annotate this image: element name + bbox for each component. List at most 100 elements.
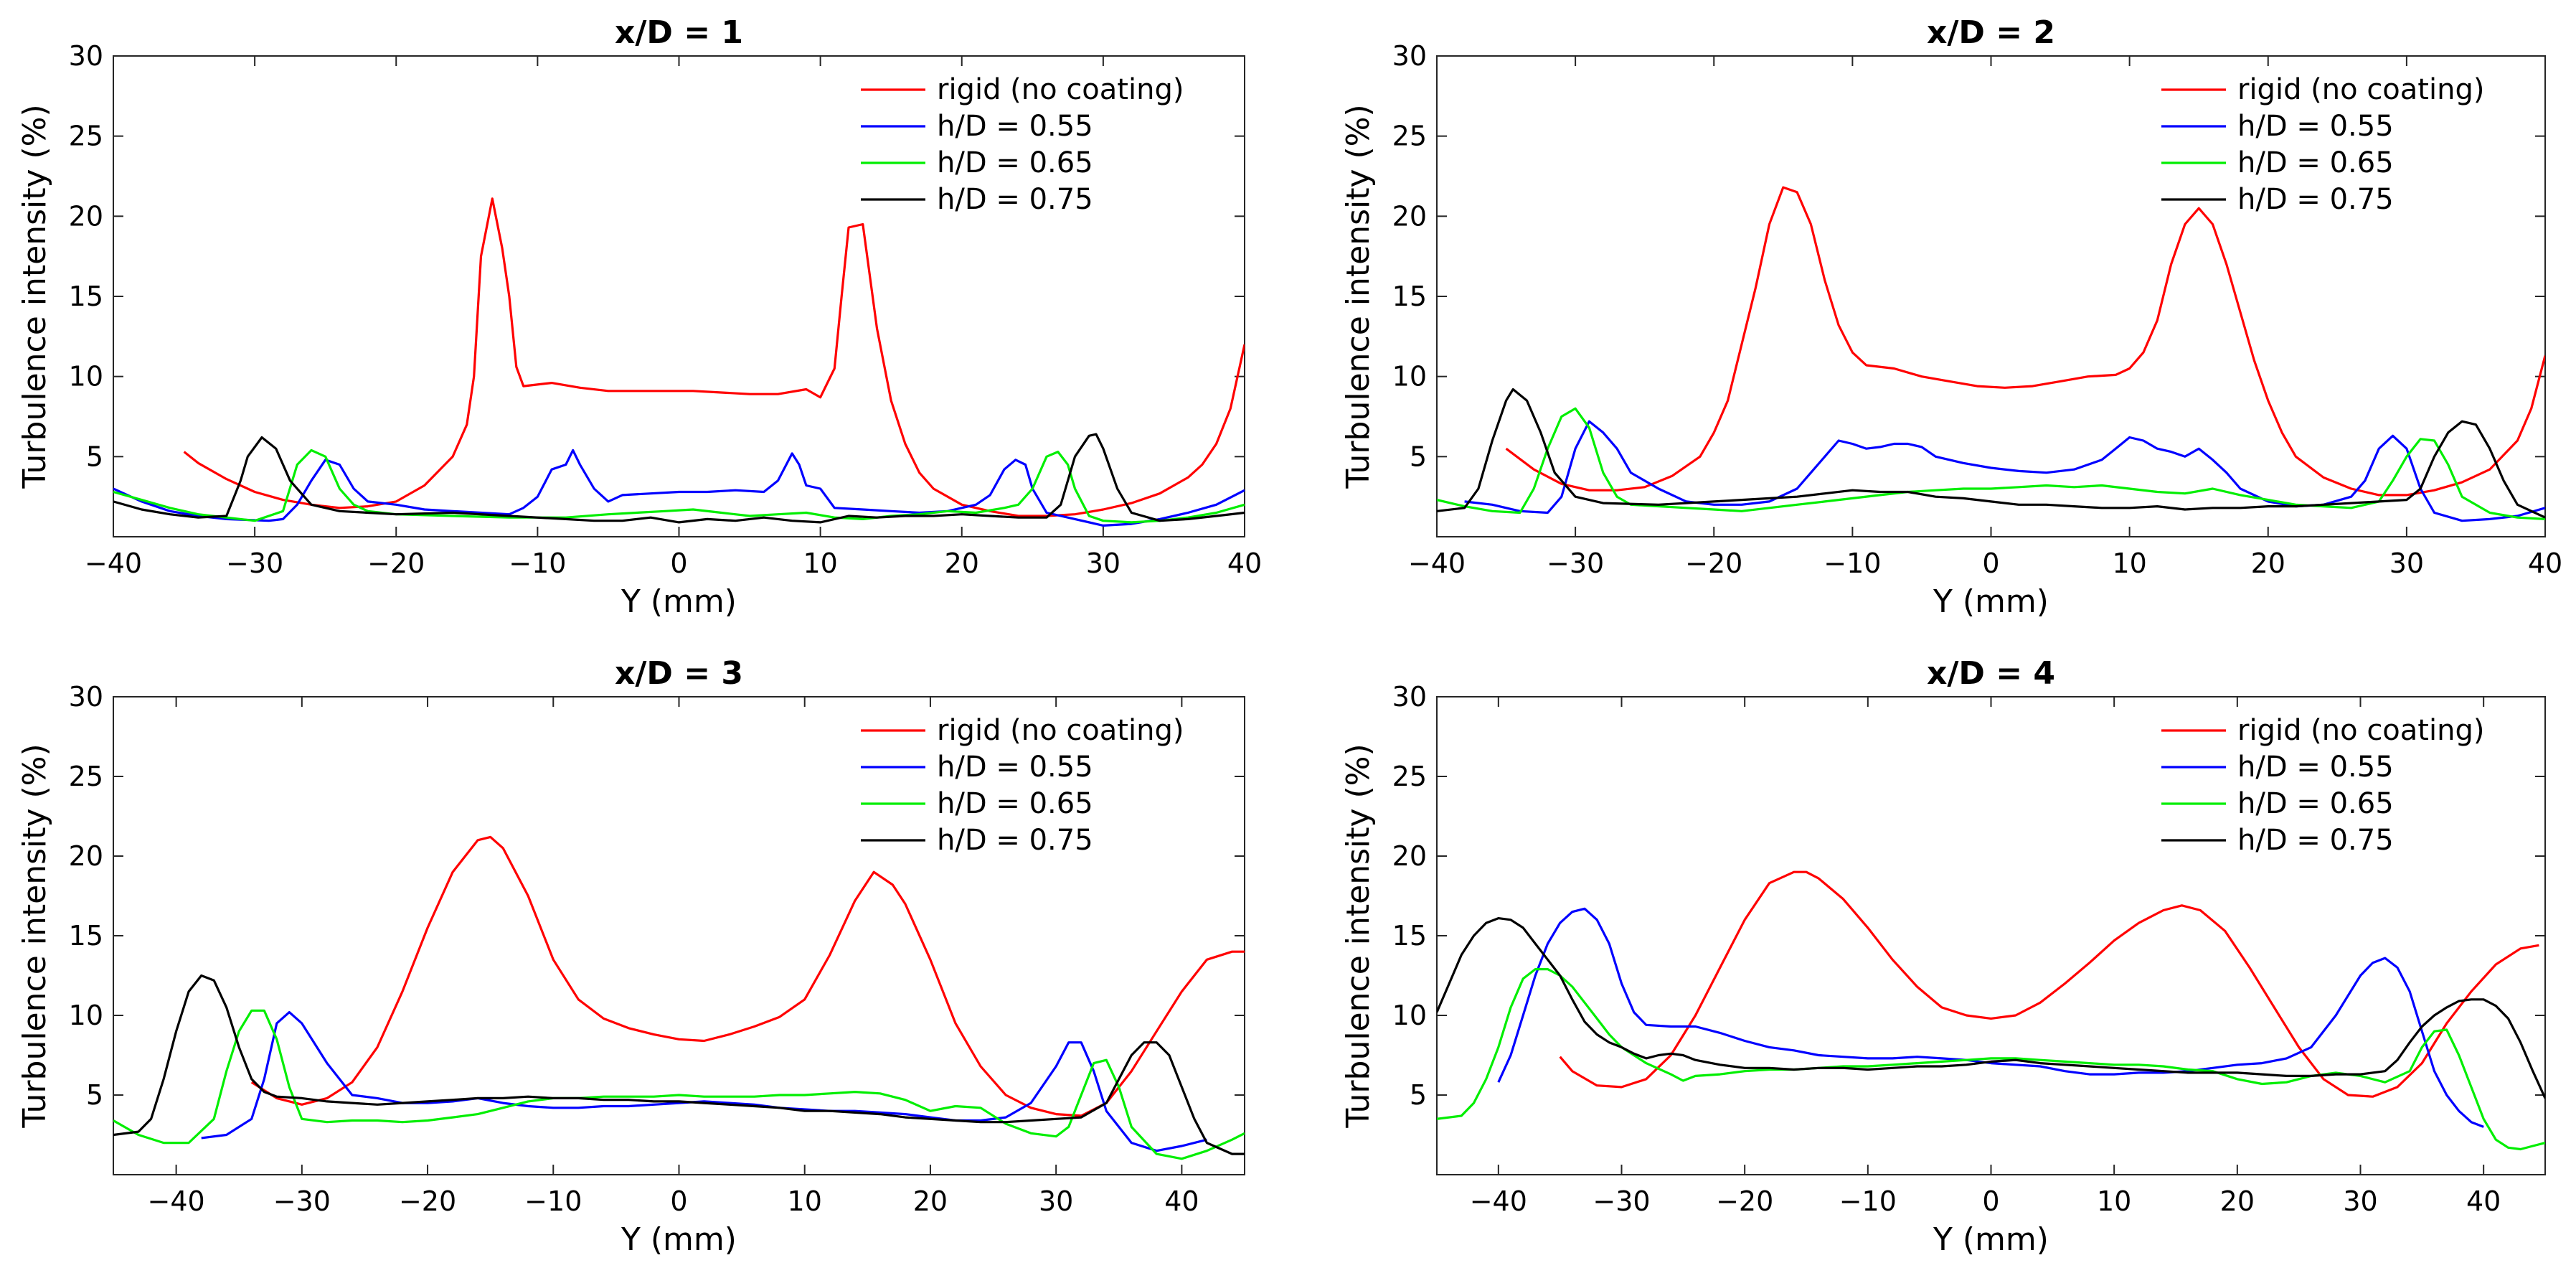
series-group [1437, 186, 2545, 522]
x-axis-label: Y (mm) [621, 1221, 737, 1258]
xtick-label: −20 [1716, 1185, 1773, 1217]
series-line-h-d-0-75 [1437, 917, 2545, 1099]
xtick-label: 20 [945, 548, 979, 579]
series-line-h-d-0-65 [113, 1009, 1245, 1160]
legend-label: h/D = 0.55 [937, 751, 1093, 784]
legend-label: h/D = 0.65 [2237, 146, 2394, 179]
xtick-label: −40 [85, 548, 142, 579]
xtick-label: 10 [2097, 1185, 2131, 1217]
chart-panel-1: 5 10 15 20 25 30 −40 −30 −20 −10 0 10 20 30 40 x/D = 1 Y… [16, 14, 1262, 620]
ytick-label: 20 [69, 200, 103, 232]
xtick-label: 30 [2389, 548, 2424, 579]
xtick-label: 0 [1982, 548, 1999, 579]
legend-label: h/D = 0.65 [937, 146, 1093, 179]
ytick-label: 5 [1410, 1079, 1427, 1111]
series-line-h-d-0-75 [113, 433, 1245, 524]
xtick-label: 20 [2220, 1185, 2255, 1217]
chart-panel-4: 5 10 15 20 25 30 −40 −30 −20 −10 0 10 20 30 40 x/D = 4 Y… [1340, 655, 2546, 1258]
legend-label: h/D = 0.65 [2237, 787, 2394, 820]
legend-label: rigid (no coating) [937, 73, 1184, 106]
xtick-label: 40 [1227, 548, 1262, 579]
series-line-rigid-no-coating- [250, 835, 1245, 1117]
xtick-label: 20 [913, 1185, 948, 1217]
xtick-label: −10 [509, 548, 566, 579]
xtick-label: 30 [1039, 1185, 1073, 1217]
series-line-h-d-0-55 [1497, 907, 2484, 1128]
xtick-label: −20 [399, 1185, 456, 1217]
ytick-label: 20 [1392, 200, 1427, 232]
ytick-label: 20 [69, 840, 103, 872]
ytick-label: 10 [1392, 1000, 1427, 1031]
xtick-label: 40 [1164, 1185, 1199, 1217]
xtick-label: 10 [788, 1185, 822, 1217]
xtick-label: 0 [670, 548, 687, 579]
legend-label: h/D = 0.75 [937, 824, 1093, 857]
xtick-label: −40 [1470, 1185, 1527, 1217]
xtick-label: 0 [670, 1185, 687, 1217]
chart-title: x/D = 3 [615, 655, 743, 692]
series-line-h-d-0-65 [1437, 407, 2545, 520]
xtick-label: 30 [2343, 1185, 2377, 1217]
xtick-label: −30 [226, 548, 283, 579]
x-axis-label: Y (mm) [1933, 1221, 2049, 1258]
xtick-label: 40 [2528, 548, 2562, 579]
ytick-label: 30 [69, 40, 103, 72]
xtick-label: −30 [1593, 1185, 1650, 1217]
xtick-label: −10 [524, 1185, 582, 1217]
xtick-label: 10 [803, 548, 837, 579]
ytick-label: 15 [69, 281, 103, 312]
series-group [113, 197, 1245, 527]
ytick-label: 15 [1392, 281, 1427, 312]
ytick-label: 5 [86, 441, 103, 472]
legend-label: rigid (no coating) [2237, 73, 2484, 106]
chart-title: x/D = 4 [1927, 655, 2055, 692]
series-line-h-d-0-65 [1437, 968, 2545, 1151]
series-line-h-d-0-55 [1464, 420, 2545, 522]
xtick-label: 40 [2466, 1185, 2501, 1217]
legend-label: h/D = 0.55 [2237, 110, 2394, 143]
ytick-label: 5 [86, 1079, 103, 1111]
xtick-label: 30 [1086, 548, 1120, 579]
xtick-label: −10 [1839, 1185, 1897, 1217]
series-line-h-d-0-65 [113, 448, 1245, 524]
xtick-label: −10 [1824, 548, 1881, 579]
xtick-label: 0 [1982, 1185, 1999, 1217]
series-line-h-d-0-75 [113, 974, 1245, 1155]
xtick-label: −40 [148, 1185, 205, 1217]
xtick-label: −30 [273, 1185, 331, 1217]
ytick-label: 10 [1392, 361, 1427, 393]
series-group [113, 835, 1245, 1160]
chart-title: x/D = 1 [615, 14, 743, 51]
ytick-label: 15 [69, 920, 103, 952]
ytick-label: 15 [1392, 920, 1427, 952]
ytick-label: 25 [1392, 121, 1427, 152]
xtick-label: −30 [1547, 548, 1604, 579]
series-line-rigid-no-coating- [1559, 870, 2539, 1098]
x-axis-label: Y (mm) [621, 583, 737, 620]
series-line-h-d-0-55 [201, 1011, 1207, 1152]
chart-title: x/D = 2 [1927, 14, 2055, 51]
ytick-label: 30 [69, 681, 103, 713]
series-line-rigid-no-coating- [183, 197, 1245, 517]
legend-label: rigid (no coating) [937, 714, 1184, 747]
ytick-label: 25 [69, 761, 103, 792]
legend-label: h/D = 0.55 [937, 110, 1093, 143]
legend-label: h/D = 0.75 [2237, 824, 2394, 857]
series-line-rigid-no-coating- [1505, 186, 2545, 497]
legend-label: h/D = 0.75 [2237, 183, 2394, 216]
legend-label: rigid (no coating) [2237, 714, 2484, 747]
xtick-label: −40 [1408, 548, 1466, 579]
ytick-label: 10 [69, 361, 103, 393]
xtick-label: 20 [2251, 548, 2285, 579]
y-axis-label: Turbulence intensity (%) [16, 743, 53, 1128]
chart-panel-2: 5 10 15 20 25 30 −40 −30 −20 −10 0 10 20 30 40 x/D = 2 Y… [1340, 14, 2562, 620]
ytick-label: 5 [1410, 441, 1427, 472]
x-axis-label: Y (mm) [1933, 583, 2049, 620]
ytick-label: 20 [1392, 840, 1427, 872]
xtick-label: −20 [367, 548, 425, 579]
y-axis-label: Turbulence intensity (%) [16, 104, 53, 489]
ytick-label: 25 [1392, 761, 1427, 792]
ytick-label: 10 [69, 1000, 103, 1031]
ytick-label: 30 [1392, 40, 1427, 72]
series-line-h-d-0-75 [1437, 387, 2545, 519]
